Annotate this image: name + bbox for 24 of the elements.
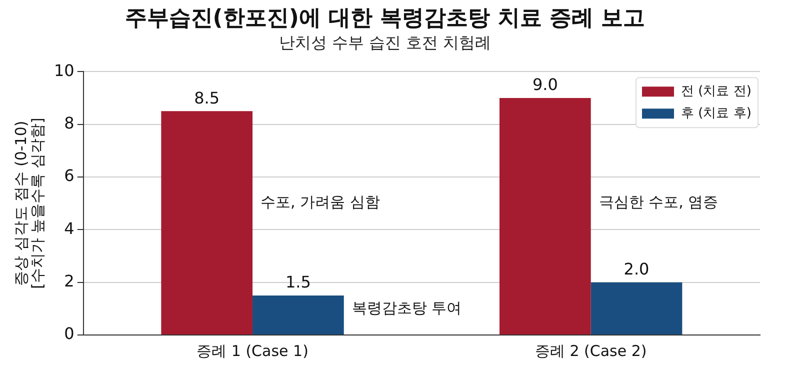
y-tick-label: 8 [64,113,74,132]
data-label: 8.5 [194,88,220,108]
bar [161,111,253,334]
data-label: 9.0 [532,75,558,94]
annotation: 복령감초탕 투여 [352,298,462,317]
chart-subtitle: 난치성 수부 습진 호전 치험례 [278,33,492,52]
x-tick-label: 증례 1 (Case 1) [196,342,308,360]
annotation: 수포, 가려움 심함 [260,193,380,212]
annotation: 극심한 수포, 염증 [598,193,718,212]
y-axis-title: 증상 심각도 점수 (0-10) [수치가 높을수록 심각함] [12,118,47,289]
bar [499,98,591,334]
data-label: 1.5 [285,272,311,292]
legend-label: 후 (치료 후) [681,106,752,121]
data-label: 2.0 [624,259,650,278]
bar [590,282,682,334]
bar [252,295,344,334]
y-tick-label: 0 [64,324,74,344]
y-tick-label: 10 [54,60,74,80]
legend-label: 전 (치료 전) [681,84,752,99]
chart-title: 주부습진(한포진)에 대한 복령감초탕 치료 증례 보고 [124,6,646,31]
y-tick-label: 6 [64,166,74,186]
y-tick-label: 4 [64,218,74,238]
x-tick-label: 증례 2 (Case 2) [534,342,647,360]
y-tick-label: 2 [64,271,74,290]
